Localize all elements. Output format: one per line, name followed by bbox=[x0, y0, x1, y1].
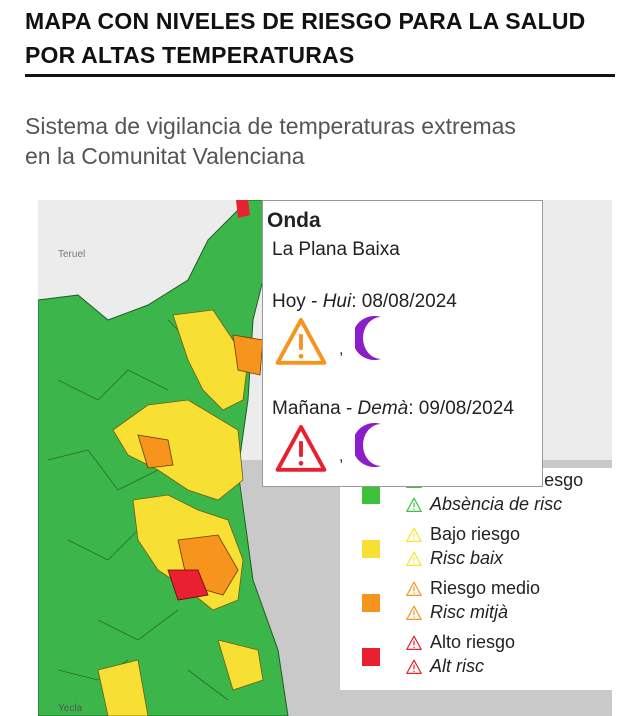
warning-icon bbox=[406, 659, 422, 674]
legend-text: Absència de risc bbox=[430, 494, 563, 514]
warning-icon bbox=[406, 497, 422, 512]
zone-low bbox=[172, 309, 249, 411]
night-icon bbox=[352, 423, 381, 467]
day-label: Mañana - bbox=[272, 398, 358, 419]
subtitle: Sistema de vigilancia de temperaturas ex… bbox=[25, 113, 516, 139]
zone-low bbox=[217, 639, 264, 691]
tooltip: Onda La Plana Baixa Hoy - Hui: 08/08/202… bbox=[262, 200, 543, 487]
warning-icon bbox=[406, 605, 422, 620]
separator: , bbox=[339, 448, 344, 465]
day-date: : 09/08/2024 bbox=[408, 398, 514, 419]
legend-text: Risc baix bbox=[430, 548, 504, 568]
day-label: Hoy - bbox=[272, 291, 323, 312]
legend-icon bbox=[406, 497, 422, 518]
legend-swatch bbox=[362, 648, 380, 666]
zone-medium bbox=[137, 434, 174, 469]
place-label: Yecla bbox=[58, 703, 83, 714]
separator: , bbox=[339, 341, 344, 358]
title: POR ALTAS TEMPERATURAS bbox=[25, 42, 355, 68]
municipality: Onda bbox=[267, 209, 321, 232]
legend-text: Riesgo medio bbox=[430, 578, 541, 598]
day-label-va: Hui bbox=[322, 291, 352, 312]
rule bbox=[25, 74, 615, 77]
zone-low bbox=[97, 659, 149, 716]
comarca: La Plana Baixa bbox=[272, 239, 400, 260]
legend-icon bbox=[406, 635, 422, 656]
legend-icon bbox=[406, 581, 422, 602]
icons bbox=[275, 423, 327, 481]
night-icon bbox=[352, 316, 381, 360]
legend-icon bbox=[406, 527, 422, 548]
legend-text: Alto riesgo bbox=[430, 632, 516, 652]
warning-icon bbox=[275, 424, 327, 472]
legend-text: Alt risc bbox=[430, 656, 484, 676]
warning-icon bbox=[275, 317, 327, 365]
zone-high bbox=[236, 200, 250, 218]
warning-icon bbox=[406, 551, 422, 566]
legend-text: Bajo riesgo bbox=[430, 524, 521, 544]
icons bbox=[352, 420, 391, 476]
legend-swatch bbox=[362, 486, 380, 504]
day-label-va: Demà bbox=[357, 398, 409, 419]
legend-swatch bbox=[362, 594, 380, 612]
legend-icon bbox=[406, 605, 422, 626]
legend-icon bbox=[406, 551, 422, 572]
day-date: : 08/08/2024 bbox=[351, 291, 457, 312]
title: MAPA CON NIVELES DE RIESGO PARA LA SALUD bbox=[25, 8, 586, 34]
warning-icon bbox=[406, 527, 422, 542]
legend-swatch bbox=[362, 540, 380, 558]
place-label: Teruel bbox=[58, 249, 85, 260]
zone-medium bbox=[232, 334, 264, 376]
icons bbox=[275, 316, 327, 374]
icons bbox=[352, 313, 391, 369]
day-line: Mañana - Demà: 09/08/2024 bbox=[272, 398, 514, 420]
warning-icon bbox=[406, 635, 422, 650]
legend-text: Risc mitjà bbox=[430, 602, 509, 622]
legend-icon bbox=[406, 659, 422, 680]
zone-high bbox=[167, 569, 209, 601]
day-line: Hoy - Hui: 08/08/2024 bbox=[272, 291, 457, 313]
subtitle: en la Comunitat Valenciana bbox=[25, 143, 305, 169]
warning-icon bbox=[406, 581, 422, 596]
